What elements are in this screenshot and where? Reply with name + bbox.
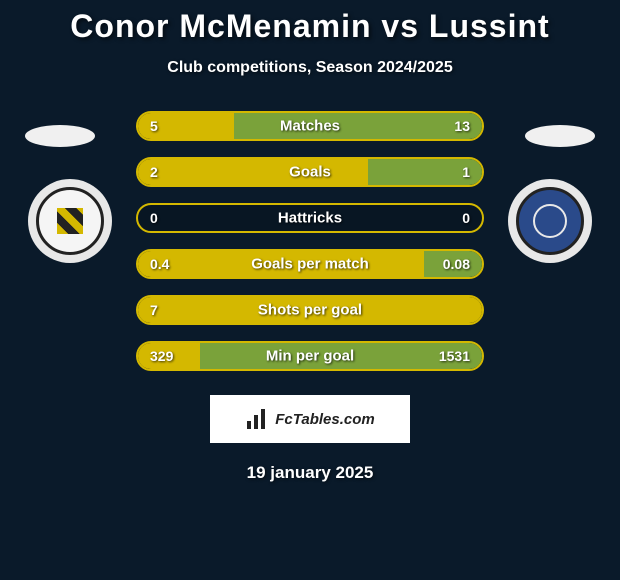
flag-left <box>25 125 95 147</box>
club-crest-right <box>508 179 592 263</box>
page-title: Conor McMenamin vs Lussint <box>0 0 620 45</box>
stat-row: 513Matches <box>136 111 484 141</box>
stat-label: Goals <box>138 164 482 181</box>
stat-row: 7Shots per goal <box>136 295 484 325</box>
branding-text: FcTables.com <box>275 411 374 428</box>
club-crest-left <box>28 179 112 263</box>
flag-right <box>525 125 595 147</box>
branding-badge: FcTables.com <box>210 395 410 443</box>
comparison-content: 513Matches 21Goals 00Hattricks 0.40.08Goals… <box>0 107 620 377</box>
subtitle: Club competitions, Season 2024/2025 <box>0 59 620 77</box>
stat-row: 3291531Min per goal <box>136 341 484 371</box>
stat-label: Goals per match <box>138 256 482 273</box>
stat-label: Min per goal <box>138 348 482 365</box>
stat-row: 00Hattricks <box>136 203 484 233</box>
stat-bars: 513Matches 21Goals 00Hattricks 0.40.08Goals… <box>136 111 484 387</box>
chart-icon <box>245 407 269 431</box>
stat-row: 21Goals <box>136 157 484 187</box>
stat-label: Matches <box>138 118 482 135</box>
stat-row: 0.40.08Goals per match <box>136 249 484 279</box>
stat-label: Hattricks <box>138 210 482 227</box>
date-label: 19 january 2025 <box>0 463 620 483</box>
stat-label: Shots per goal <box>138 302 482 319</box>
